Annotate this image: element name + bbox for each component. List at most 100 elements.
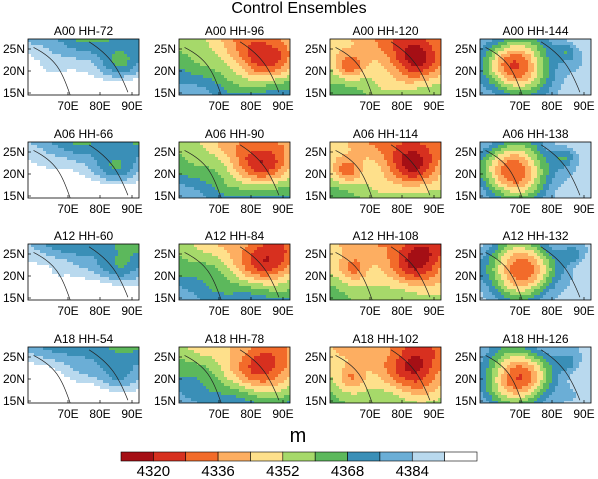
lat-tick-label: 15N bbox=[3, 189, 25, 203]
border-line bbox=[390, 246, 431, 298]
panel-frame bbox=[178, 141, 291, 199]
border-line bbox=[239, 41, 280, 93]
contour-field bbox=[28, 39, 139, 95]
panel-frame bbox=[27, 243, 140, 301]
coastline bbox=[184, 355, 222, 403]
lon-tick-label: 70E bbox=[57, 99, 78, 113]
panel-title: A06 HH-90 bbox=[205, 127, 265, 141]
lon-tick-label: 80E bbox=[541, 304, 562, 318]
border-line bbox=[88, 144, 129, 196]
panel-frame bbox=[27, 346, 140, 404]
border-line bbox=[239, 144, 280, 196]
panel: A00 HH-120 25N 20N 15N 70E 80E 90E bbox=[305, 24, 445, 113]
coastline bbox=[184, 47, 222, 95]
contour-field bbox=[28, 142, 139, 198]
panel-frame bbox=[329, 243, 442, 301]
coastline bbox=[485, 150, 523, 198]
contour-field bbox=[179, 347, 290, 403]
coastline bbox=[485, 355, 523, 403]
panel: A06 HH-90 25N 20N 15N 70E 80E 90E bbox=[154, 127, 294, 216]
panel: A06 HH-138 25N 20N 15N 70E 80E 90E bbox=[455, 127, 595, 216]
contour-field bbox=[330, 39, 441, 95]
panel-frame bbox=[178, 38, 291, 96]
coastline bbox=[33, 47, 71, 95]
colorbar-swatch bbox=[282, 451, 316, 462]
lat-tick-label: 25N bbox=[455, 42, 477, 56]
lon-tick-label: 80E bbox=[89, 99, 110, 113]
panel-frame bbox=[479, 141, 592, 199]
lon-tick-label: 90E bbox=[423, 407, 444, 421]
lon-tick-label: 80E bbox=[541, 99, 562, 113]
lat-tick-label: 25N bbox=[3, 350, 25, 364]
coastline bbox=[184, 252, 222, 300]
lat-tick-label: 20N bbox=[455, 372, 477, 386]
colorbar-swatch bbox=[379, 451, 413, 462]
lon-tick-label: 90E bbox=[573, 407, 594, 421]
lon-tick-label: 90E bbox=[121, 99, 142, 113]
panel-title: A18 HH-126 bbox=[502, 332, 568, 346]
lon-tick-label: 70E bbox=[359, 407, 380, 421]
border-line bbox=[540, 246, 581, 298]
lon-tick-label: 80E bbox=[240, 99, 261, 113]
contour-field bbox=[28, 347, 139, 403]
lat-tick-label: 15N bbox=[455, 86, 477, 100]
lat-tick-label: 20N bbox=[305, 167, 327, 181]
border-line bbox=[390, 41, 431, 93]
border-line bbox=[390, 144, 431, 196]
contour-field bbox=[480, 142, 591, 198]
lon-tick-label: 70E bbox=[57, 304, 78, 318]
panel: A06 HH-66 25N 20N 15N 70E 80E 90E bbox=[3, 127, 143, 216]
coastline bbox=[33, 355, 71, 403]
lon-tick-label: 80E bbox=[391, 202, 412, 216]
panel-frame bbox=[27, 38, 140, 96]
lat-tick-label: 25N bbox=[455, 350, 477, 364]
lat-tick-label: 20N bbox=[154, 269, 176, 283]
panel-frame bbox=[479, 243, 592, 301]
lon-tick-label: 90E bbox=[573, 304, 594, 318]
colorbar-label: 4368 bbox=[331, 463, 364, 479]
lon-tick-label: 80E bbox=[391, 407, 412, 421]
panel-frame bbox=[329, 141, 442, 199]
border-line bbox=[540, 41, 581, 93]
panel-title: A00 HH-120 bbox=[352, 24, 418, 38]
lon-tick-label: 80E bbox=[391, 304, 412, 318]
lon-tick-label: 70E bbox=[359, 304, 380, 318]
units-label: m bbox=[290, 425, 307, 447]
lat-tick-label: 20N bbox=[455, 64, 477, 78]
lat-tick-label: 20N bbox=[3, 372, 25, 386]
panel-frame bbox=[27, 141, 140, 199]
panel-title: A12 HH-108 bbox=[352, 229, 418, 243]
lon-tick-label: 70E bbox=[509, 202, 530, 216]
colorbar-swatch bbox=[217, 451, 251, 462]
lat-tick-label: 15N bbox=[154, 86, 176, 100]
panel: A18 HH-126 25N 20N 15N 70E 80E 90E bbox=[455, 332, 595, 421]
lat-tick-label: 15N bbox=[154, 291, 176, 305]
panel: A00 HH-144 25N 20N 15N 70E 80E 90E bbox=[455, 24, 595, 113]
lon-tick-label: 80E bbox=[89, 202, 110, 216]
lon-tick-label: 80E bbox=[240, 202, 261, 216]
contour-field bbox=[179, 244, 290, 300]
lat-tick-label: 15N bbox=[305, 394, 327, 408]
lat-tick-label: 20N bbox=[455, 269, 477, 283]
lon-tick-label: 80E bbox=[240, 304, 261, 318]
panel: A00 HH-96 25N 20N 15N 70E 80E 90E bbox=[154, 24, 294, 113]
lat-tick-label: 15N bbox=[154, 189, 176, 203]
panel: A18 HH-78 25N 20N 15N 70E 80E 90E bbox=[154, 332, 294, 421]
lat-tick-label: 15N bbox=[455, 189, 477, 203]
panel-title: A00 HH-96 bbox=[205, 24, 265, 38]
lon-tick-label: 70E bbox=[57, 407, 78, 421]
panel-frame bbox=[479, 38, 592, 96]
coastline bbox=[335, 150, 373, 198]
lon-tick-label: 90E bbox=[573, 202, 594, 216]
panel-frame bbox=[479, 346, 592, 404]
lon-tick-label: 80E bbox=[541, 202, 562, 216]
lat-tick-label: 15N bbox=[3, 291, 25, 305]
lon-tick-label: 70E bbox=[359, 202, 380, 216]
panel-frame bbox=[329, 38, 442, 96]
lon-tick-label: 90E bbox=[121, 202, 142, 216]
lon-tick-label: 90E bbox=[272, 407, 293, 421]
panel-grid: A00 HH-72 25N 20N 15N 70E 80E 90E A00 HH-96 25N 2… bbox=[3, 24, 595, 421]
lon-tick-label: 70E bbox=[208, 99, 229, 113]
colorbar-swatch bbox=[347, 451, 381, 462]
lat-tick-label: 25N bbox=[154, 42, 176, 56]
